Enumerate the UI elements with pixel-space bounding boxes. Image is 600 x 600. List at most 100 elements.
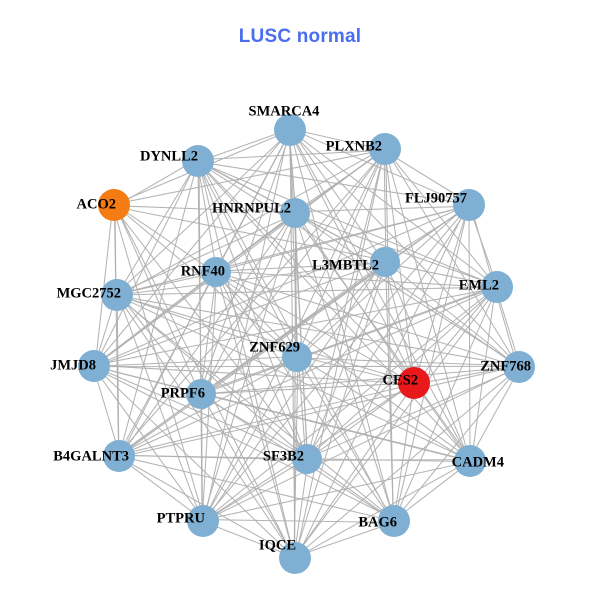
network-node-label-ptpru: PTPRU: [157, 510, 206, 526]
network-node-label-smarca4: SMARCA4: [249, 103, 320, 119]
network-edge: [203, 521, 295, 558]
network-node-label-flj90757: FLJ90757: [405, 190, 467, 206]
network-edge: [203, 458, 307, 522]
network-edge: [94, 203, 114, 368]
network-node-smarca4[interactable]: [274, 114, 306, 146]
network-edge: [115, 213, 297, 295]
network-node-znf768[interactable]: [503, 351, 535, 383]
edges-layer: [92, 128, 521, 560]
network-edge: [117, 293, 201, 396]
network-node-label-aco2: ACO2: [77, 196, 116, 212]
network-edge: [293, 213, 472, 461]
network-edge: [392, 286, 499, 522]
network-edge: [293, 382, 416, 559]
page-title: LUSC normal: [238, 26, 362, 47]
network-node-label-bag6: BAG6: [358, 514, 397, 530]
network-edge: [93, 356, 298, 367]
network-node-b4galnt3[interactable]: [103, 440, 135, 472]
network-edge: [203, 131, 290, 520]
network-node-plxnb2[interactable]: [369, 133, 401, 165]
network-node-eml2[interactable]: [481, 271, 513, 303]
network-edge: [383, 149, 471, 205]
network-edge: [198, 161, 497, 287]
network-edge: [296, 260, 386, 359]
network-edge: [293, 205, 471, 213]
network-edge: [308, 382, 413, 460]
network-edge: [288, 130, 416, 383]
network-node-label-jmjd8: JMJD8: [50, 357, 96, 373]
network-edge: [293, 366, 521, 559]
network-node-label-mgc2752: MGC2752: [57, 285, 121, 301]
network-node-sf3b2[interactable]: [292, 444, 322, 474]
network-edge: [117, 286, 497, 296]
network-edge: [393, 461, 471, 521]
network-edge: [117, 295, 307, 459]
network-edge: [385, 261, 394, 522]
network-node-ces2[interactable]: [398, 367, 430, 399]
network-edge: [295, 213, 519, 367]
network-edge: [94, 161, 198, 366]
network-edge: [202, 461, 471, 521]
network-edge: [94, 366, 307, 459]
network-edge: [117, 295, 519, 367]
network-node-label-eml2: EML2: [459, 277, 499, 293]
network-node-l3mbtl2[interactable]: [370, 247, 400, 277]
network-edge: [295, 213, 385, 262]
nodes-layer: [78, 114, 535, 574]
network-edge: [214, 272, 299, 357]
network-edge: [297, 357, 307, 459]
network-edge: [119, 287, 497, 456]
network-edge: [293, 458, 309, 559]
network-node-label-rnf40: RNF40: [181, 263, 225, 279]
network-node-dynll2[interactable]: [182, 145, 214, 177]
network-edge: [92, 129, 292, 367]
network-node-label-iqce: IQCE: [259, 537, 296, 553]
network-node-aco2[interactable]: [98, 189, 130, 221]
network-node-label-znf629: ZNF629: [249, 339, 300, 355]
network-edge: [393, 383, 415, 521]
network-edge: [385, 262, 497, 287]
network-node-iqce[interactable]: [279, 542, 311, 574]
network-edge: [118, 160, 199, 457]
network-edge: [200, 366, 520, 395]
network-edge: [92, 365, 472, 462]
network-edge: [116, 160, 199, 296]
network-node-jmjd8[interactable]: [78, 350, 110, 382]
network-edge: [112, 205, 309, 459]
network-edge: [119, 365, 519, 458]
network-edge: [116, 294, 415, 384]
network-node-prpf6[interactable]: [186, 379, 216, 409]
network-edge: [306, 367, 520, 459]
network-node-rnf40[interactable]: [201, 257, 231, 287]
network-node-label-cadm4: CADM4: [452, 454, 504, 470]
network-edge: [117, 147, 385, 297]
network-edge: [201, 203, 471, 523]
network-edge: [203, 260, 385, 523]
network-edge: [215, 270, 498, 289]
network-node-label-ces2: CES2: [383, 372, 418, 388]
network-node-cadm4[interactable]: [454, 445, 486, 477]
network-edge: [115, 294, 396, 522]
network-edge: [93, 367, 395, 520]
network-edge: [293, 261, 387, 559]
network-edge: [94, 287, 497, 366]
network-node-label-b4galnt3: B4GALNT3: [53, 448, 129, 464]
network-edge: [307, 261, 385, 460]
network-edge: [289, 130, 395, 521]
network-edge: [115, 130, 292, 295]
network-edge: [383, 147, 387, 264]
network-edge: [294, 213, 498, 287]
network-node-ptpru[interactable]: [187, 505, 219, 537]
network-edge: [117, 393, 203, 457]
network-node-label-hnrnpul2: HNRNPUL2: [212, 200, 291, 216]
network-node-mgc2752[interactable]: [101, 279, 133, 311]
network-node-bag6[interactable]: [378, 505, 410, 537]
network-edge: [94, 260, 385, 368]
network-node-znf629[interactable]: [282, 342, 312, 372]
network-node-flj90757[interactable]: [453, 189, 485, 221]
network-node-hnrnpul2[interactable]: [280, 198, 310, 228]
network-node-label-prpf6: PRPF6: [161, 385, 205, 401]
network-edge: [215, 270, 415, 385]
network-edge: [118, 383, 415, 456]
network-edge: [119, 457, 203, 520]
